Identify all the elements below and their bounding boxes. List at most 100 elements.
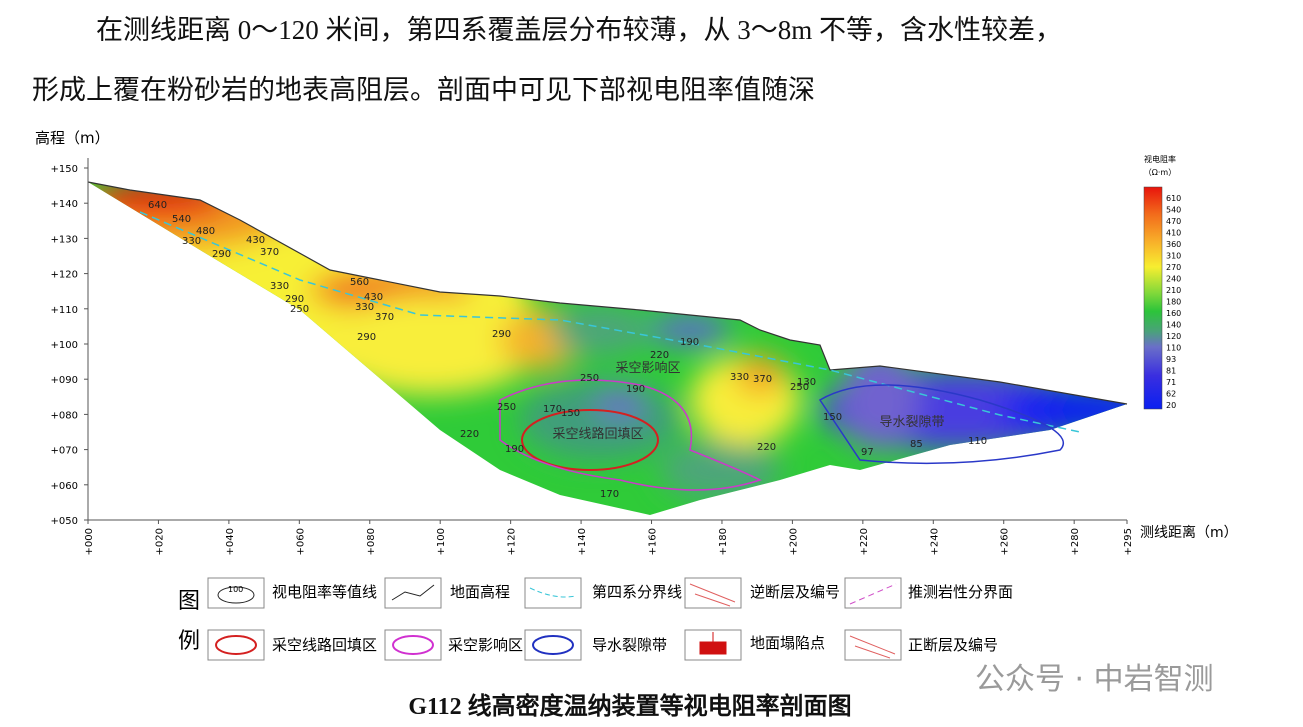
colorbar-label: 140 bbox=[1166, 321, 1181, 330]
contour-label: 85 bbox=[910, 439, 923, 450]
y-tick-label: +080 bbox=[51, 410, 78, 421]
contour-label: 250 bbox=[790, 382, 809, 393]
y-tick-label: +110 bbox=[51, 305, 78, 316]
y-tick-label: +090 bbox=[51, 375, 78, 386]
contour-label: 150 bbox=[823, 412, 842, 423]
legend-label: 视电阻率等值线 bbox=[272, 583, 377, 601]
x-tick-label: +220 bbox=[859, 528, 870, 555]
colorbar-label: 360 bbox=[1166, 240, 1181, 249]
x-axis-title: 测线距离（m） bbox=[1140, 524, 1238, 541]
y-tick-label: +100 bbox=[51, 340, 78, 351]
colorbar-label: 93 bbox=[1166, 355, 1176, 364]
caption: G112 线高密度温纳装置等视电阻率剖面图 bbox=[408, 694, 852, 720]
contour-label: 250 bbox=[580, 373, 599, 384]
contour-label: 250 bbox=[290, 304, 309, 315]
contour-label: 190 bbox=[626, 384, 645, 395]
contour-label: 540 bbox=[172, 214, 191, 225]
x-tick-label: +200 bbox=[788, 528, 799, 555]
colorbar-label: 71 bbox=[1166, 378, 1176, 387]
legend-label: 地面高程 bbox=[450, 583, 510, 601]
fracture-zone bbox=[818, 384, 1065, 465]
legend-label: 正断层及编号 bbox=[908, 636, 998, 654]
colorbar-label: 20 bbox=[1166, 401, 1176, 410]
colorbar bbox=[1143, 186, 1163, 410]
contour-label: 370 bbox=[375, 312, 394, 323]
x-tick-label: +020 bbox=[154, 528, 165, 555]
ground-line bbox=[87, 181, 1128, 405]
y-tick-label: +130 bbox=[51, 234, 78, 245]
contour-label: 370 bbox=[753, 374, 772, 385]
region-label: 导水裂隙带 bbox=[879, 415, 944, 430]
y-axis-title: 高程（m） bbox=[35, 129, 110, 147]
contour-label: 220 bbox=[460, 429, 479, 440]
contour-label: 430 bbox=[246, 235, 265, 246]
colorbar-label: 160 bbox=[1166, 309, 1181, 318]
contour-label: 170 bbox=[600, 489, 619, 500]
colorbar-label: 610 bbox=[1166, 194, 1181, 203]
x-tick-label: +260 bbox=[1000, 528, 1011, 555]
colorbar-label: 110 bbox=[1166, 344, 1181, 353]
contour-label: 560 bbox=[350, 277, 369, 288]
colorbar-label: 540 bbox=[1166, 206, 1181, 215]
paragraph-line: 形成上覆在粉砂岩的地表高阻层。剖面中可见下部视电阻率值随深 bbox=[32, 75, 815, 105]
legend-label: 采空影响区 bbox=[448, 636, 523, 654]
contour-label: 150 bbox=[561, 408, 580, 419]
influence-zone bbox=[499, 379, 762, 491]
contour-label: 480 bbox=[196, 226, 215, 237]
contour-label: 330 bbox=[355, 302, 374, 313]
contour-label: 220 bbox=[757, 442, 776, 453]
legend-title: 例 bbox=[178, 629, 200, 654]
legend-label: 采空线路回填区 bbox=[272, 636, 377, 654]
contour-label: 190 bbox=[680, 337, 699, 348]
x-tick-label: +120 bbox=[507, 528, 518, 555]
contour-label: 430 bbox=[364, 292, 383, 303]
contour-label: 250 bbox=[497, 402, 516, 413]
legend-icon-label: 100 bbox=[228, 585, 243, 594]
x-tick-label: +040 bbox=[225, 528, 236, 555]
y-tick-label: +150 bbox=[51, 164, 78, 175]
contour-label: 130 bbox=[797, 377, 816, 388]
contour-label: 190 bbox=[505, 444, 524, 455]
x-tick-label: +280 bbox=[1070, 528, 1081, 555]
colorbar-label: 240 bbox=[1166, 275, 1181, 284]
x-tick-label: +160 bbox=[648, 528, 659, 555]
contour-label: 330 bbox=[182, 236, 201, 247]
region-label: 采空线路回填区 bbox=[552, 426, 643, 442]
legend-label: 导水裂隙带 bbox=[592, 636, 667, 654]
colorbar-label: 270 bbox=[1166, 263, 1181, 272]
colorbar-label: 310 bbox=[1166, 252, 1181, 261]
quaternary-boundary bbox=[139, 211, 1081, 433]
y-tick-label: +070 bbox=[51, 446, 78, 457]
y-tick-label: +140 bbox=[51, 199, 78, 210]
y-tick-label: +050 bbox=[51, 516, 78, 527]
colorbar-label: 210 bbox=[1166, 286, 1181, 295]
x-tick-label: +100 bbox=[436, 528, 447, 555]
contour-label: 220 bbox=[650, 350, 669, 361]
contour-label: 330 bbox=[730, 372, 749, 383]
contour-label: 290 bbox=[285, 294, 304, 305]
paragraph-line: 在测线距离 0～120 米间，第四系覆盖层分布较薄，从 3～8m 不等，含水性较… bbox=[96, 15, 1062, 45]
watermark: 公众号 · 中岩智测 bbox=[975, 662, 1214, 697]
legend-label: 推测岩性分界面 bbox=[908, 583, 1013, 601]
y-tick-label: +060 bbox=[51, 481, 78, 492]
x-tick-label: +180 bbox=[718, 528, 729, 555]
contour-label: 290 bbox=[212, 249, 231, 260]
contour-label: 330 bbox=[270, 281, 289, 292]
contour-label: 640 bbox=[148, 200, 167, 211]
legend-title: 图 bbox=[178, 589, 200, 614]
contour-label: 370 bbox=[260, 247, 279, 258]
y-tick-label: +120 bbox=[51, 270, 78, 281]
contour-label: 290 bbox=[357, 332, 376, 343]
legend-icons bbox=[207, 577, 902, 661]
colorbar-label: 470 bbox=[1166, 217, 1181, 226]
contour-label: 110 bbox=[968, 436, 987, 447]
backfill-zone bbox=[521, 409, 659, 471]
legend-label: 地面塌陷点 bbox=[750, 634, 825, 652]
region-label: 采空影响区 bbox=[615, 360, 680, 376]
colorbar-label: 120 bbox=[1166, 332, 1181, 341]
colorbar-title: 视电阻率 bbox=[1144, 154, 1176, 164]
x-tick-label: +060 bbox=[295, 528, 306, 555]
legend-label: 逆断层及编号 bbox=[750, 583, 840, 601]
